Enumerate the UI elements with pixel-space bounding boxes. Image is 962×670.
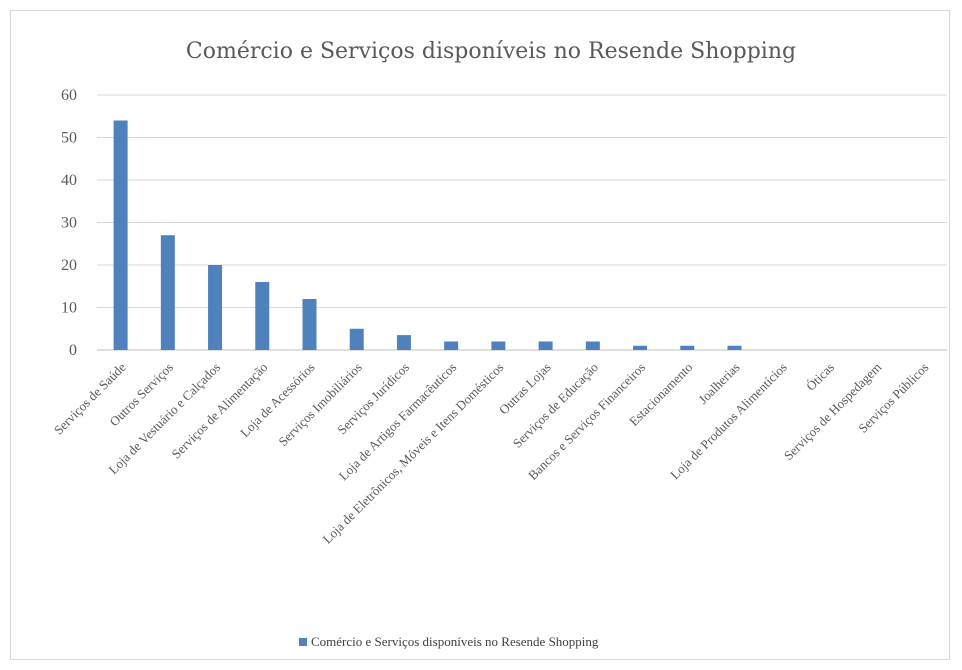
- y-tick-label: 50: [61, 130, 77, 147]
- bar: [349, 328, 364, 350]
- legend-label: Comércio e Serviços disponíveis no Resen…: [311, 634, 599, 649]
- x-tick-label: Óticas: [803, 360, 837, 394]
- chart-title: Comércio e Serviços disponíveis no Resen…: [186, 39, 796, 64]
- bar: [538, 341, 553, 350]
- bar: [444, 341, 459, 350]
- gridlines: [97, 94, 947, 351]
- x-tick-label: Loja de Eletrônicos, Móveis e Itens Domé…: [319, 360, 506, 547]
- y-tick-label: 10: [61, 300, 77, 317]
- x-tick-label: Joalherias: [695, 360, 742, 407]
- y-tick-label: 30: [61, 215, 77, 232]
- y-tick-label: 60: [61, 87, 77, 104]
- y-tick-label: 20: [61, 257, 77, 274]
- bar: [727, 345, 742, 350]
- bar: [160, 235, 175, 350]
- bar: [113, 120, 128, 350]
- x-tick-label: Serviços de Educação: [510, 360, 601, 451]
- legend-swatch: [299, 638, 307, 646]
- bar: [585, 341, 600, 350]
- bar: [302, 299, 317, 350]
- y-axis-ticks: 0 10 20 30 40 50 60: [61, 87, 77, 359]
- x-tick-label: Serviços Imobiliários: [275, 360, 365, 450]
- y-tick-label: 40: [61, 172, 77, 189]
- bar: [396, 335, 411, 350]
- bar: [633, 345, 648, 350]
- y-tick-label: 0: [69, 342, 77, 359]
- legend: Comércio e Serviços disponíveis no Resen…: [299, 634, 599, 649]
- bar: [680, 345, 695, 350]
- bar: [255, 282, 270, 350]
- bars: [113, 120, 742, 350]
- bar: [491, 341, 506, 350]
- bar: [208, 265, 223, 350]
